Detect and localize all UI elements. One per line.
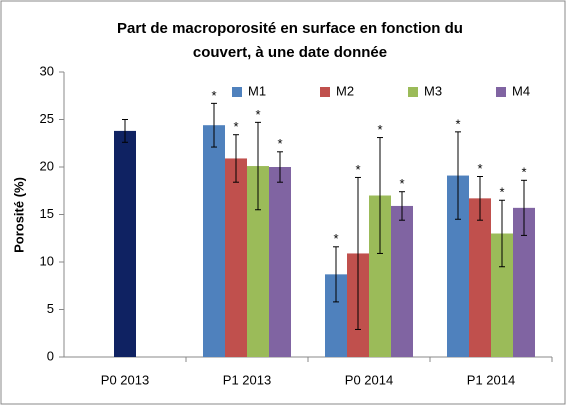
annotation: * — [521, 165, 526, 180]
annotation: * — [455, 116, 460, 131]
bar — [513, 207, 535, 357]
chart-title: Part de macroporosité en surface en fonc… — [117, 20, 463, 37]
legend-swatch — [232, 87, 242, 97]
legend-swatch — [408, 87, 418, 97]
x-tick-label: P1 2014 — [467, 372, 515, 387]
bar — [369, 195, 391, 357]
annotation: * — [399, 176, 404, 191]
y-tick-label: 15 — [40, 206, 54, 221]
chart-title: couvert, à une date donnée — [193, 44, 387, 61]
bar — [269, 167, 291, 357]
x-tick-label: P0 2013 — [101, 372, 149, 387]
annotation: * — [477, 161, 482, 176]
y-tick-label: 0 — [47, 348, 54, 363]
legend-swatch — [496, 87, 506, 97]
annotation: * — [377, 122, 382, 137]
annotation: * — [255, 107, 260, 122]
y-tick-label: 30 — [40, 63, 54, 78]
legend-label: M3 — [424, 83, 442, 98]
legend-label: M2 — [336, 83, 354, 98]
bar — [469, 198, 491, 357]
legend-swatch — [320, 87, 330, 97]
x-tick-label: P0 2014 — [345, 372, 393, 387]
y-axis-label: Porosité (%) — [11, 177, 26, 253]
annotation: * — [233, 119, 238, 134]
y-tick-label: 25 — [40, 111, 54, 126]
annotation: * — [355, 162, 360, 177]
x-tick-label: P1 2013 — [223, 372, 271, 387]
bar — [325, 274, 347, 357]
bar — [114, 130, 136, 357]
y-tick-label: 10 — [40, 253, 54, 268]
legend-label: M4 — [512, 83, 530, 98]
annotation: * — [499, 185, 504, 200]
bar — [447, 175, 469, 357]
bar — [247, 166, 269, 357]
annotation: * — [277, 136, 282, 151]
annotation: * — [333, 231, 338, 246]
legend-label: M1 — [248, 83, 266, 98]
y-tick-label: 20 — [40, 158, 54, 173]
annotation: * — [211, 88, 216, 103]
y-tick-label: 5 — [47, 301, 54, 316]
bar — [203, 125, 225, 357]
bar — [491, 233, 513, 357]
bar — [225, 158, 247, 357]
bar — [391, 205, 413, 357]
